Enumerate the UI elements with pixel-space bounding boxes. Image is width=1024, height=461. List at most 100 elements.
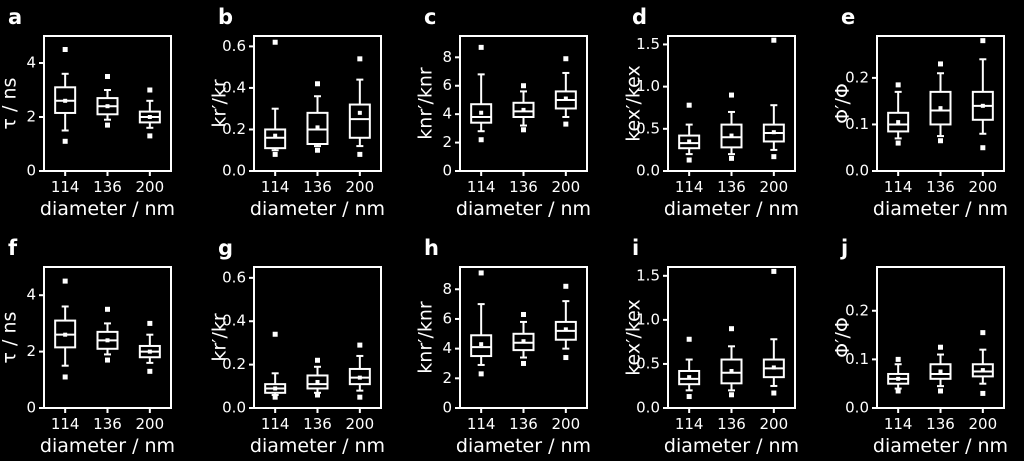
x-tick-label: 136 (926, 178, 955, 196)
mean-marker (980, 103, 985, 108)
box-136 (96, 74, 119, 128)
x-tick-label: 200 (346, 178, 375, 196)
y-tick-label: 0.0 (636, 399, 660, 417)
y-tick-label: 0.2 (845, 68, 869, 86)
x-tick-label: 200 (760, 415, 789, 433)
mean-marker (147, 349, 152, 354)
outlier-point (563, 283, 569, 289)
outlier-point (315, 81, 320, 87)
panel-j: j 0.0 0.1 0.2 114 136 200 diameter / nm Φ′/Φ (832, 236, 1009, 457)
mean-marker (771, 365, 776, 370)
panel-a: a 0 2 4 114 136 200 diameter / nm τ / ns (0, 5, 175, 220)
box-114 (678, 102, 701, 163)
box-136 (720, 326, 743, 398)
box-114 (887, 82, 910, 146)
y-axis-title: kex′/kex (623, 65, 645, 142)
outlier-point (980, 330, 986, 336)
outlier-point (521, 83, 526, 89)
x-tick-label: 114 (261, 178, 290, 196)
y-tick-label: 0.5 (636, 119, 660, 137)
mean-marker (521, 339, 526, 344)
y-axis-title: kr′/kr (209, 313, 231, 362)
box-iqr (264, 128, 287, 150)
outlier-point (478, 270, 484, 276)
box-iqr (306, 374, 329, 390)
outlier-point (938, 138, 943, 144)
y-tick-label: 0.5 (636, 354, 660, 372)
box-114 (54, 278, 77, 380)
y-tick-label: 4 (26, 286, 36, 304)
outlier-point (478, 44, 484, 50)
outlier-point (315, 357, 320, 363)
x-tick-label: 200 (969, 415, 998, 433)
outlier-point (521, 127, 526, 133)
box-200 (554, 56, 577, 127)
box-114 (470, 44, 493, 143)
panel-f: f 0 2 4 114 136 200 diameter / nm τ / ns (0, 236, 175, 457)
y-tick-label: 0.2 (222, 355, 246, 373)
x-tick-label: 200 (136, 415, 165, 433)
mean-marker (896, 120, 901, 125)
y-tick-label: 8 (442, 280, 452, 298)
mean-marker (896, 376, 901, 381)
y-tick-label: 1.5 (636, 266, 660, 284)
panel-b: b 0.0 0.2 0.4 0.6 114 136 200 diameter / nm kr′/k… (209, 5, 386, 220)
outlier-point (686, 336, 692, 342)
panel-letter: i (632, 236, 639, 260)
box-136 (929, 344, 952, 394)
x-axis-title: diameter / nm (664, 198, 799, 220)
y-tick-label: 2 (442, 133, 452, 151)
box-136 (720, 92, 743, 161)
panel-i: i 0.0 0.5 1.0 1.5 114 136 200 diameter / nm kex′/… (623, 236, 800, 457)
y-tick-label: 0.0 (636, 162, 660, 180)
x-tick-label: 200 (346, 415, 375, 433)
mean-marker (147, 115, 152, 119)
outlier-point (272, 331, 278, 337)
outlier-point (62, 278, 68, 284)
y-tick-label: 0.1 (845, 350, 869, 368)
x-tick-label: 136 (509, 415, 538, 433)
mean-marker (479, 342, 484, 347)
outlier-point (895, 388, 901, 394)
box-200 (762, 268, 785, 396)
outlier-point (147, 87, 153, 93)
outlier-point (729, 92, 734, 98)
mean-marker (105, 338, 110, 343)
x-axis-title: diameter / nm (664, 435, 799, 457)
panel-letter: b (218, 5, 233, 29)
box-iqr (470, 103, 493, 124)
outlier-point (105, 357, 110, 363)
box-200 (348, 342, 371, 400)
y-tick-label: 0 (442, 399, 452, 417)
y-tick-label: 8 (442, 48, 452, 66)
x-tick-label: 114 (884, 415, 913, 433)
mean-marker (273, 133, 278, 138)
outlier-point (938, 344, 943, 350)
box-iqr (971, 363, 994, 378)
y-tick-label: 1.0 (636, 77, 660, 95)
x-tick-label: 136 (93, 415, 122, 433)
box-114 (54, 47, 77, 144)
y-tick-label: 2 (442, 369, 452, 387)
outlier-point (938, 61, 943, 67)
x-tick-label: 114 (884, 178, 913, 196)
y-tick-label: 0.0 (222, 399, 246, 417)
plot-frame (43, 266, 172, 409)
y-axis-title: Φ′/Φ (832, 83, 854, 124)
outlier-point (478, 371, 484, 377)
panel-c: c 0 2 4 6 8 114 136 200 diameter / nm knr′/knr (415, 5, 592, 220)
y-axis-title: Φ′/Φ (832, 317, 854, 358)
outlier-point (980, 38, 986, 44)
mean-marker (315, 379, 320, 384)
y-tick-label: 6 (442, 76, 452, 94)
outlier-point (315, 392, 320, 398)
x-tick-label: 136 (303, 415, 332, 433)
mean-marker (315, 125, 320, 130)
box-iqr (720, 123, 743, 149)
y-axis-title: τ / ns (0, 78, 21, 130)
box-136 (306, 81, 329, 153)
y-tick-label: 0.6 (222, 37, 246, 55)
outlier-point (771, 268, 777, 274)
panel-d: d 0.0 0.5 1.0 1.5 114 136 200 diameter / nm kex′/… (623, 5, 800, 220)
outlier-point (980, 390, 986, 396)
